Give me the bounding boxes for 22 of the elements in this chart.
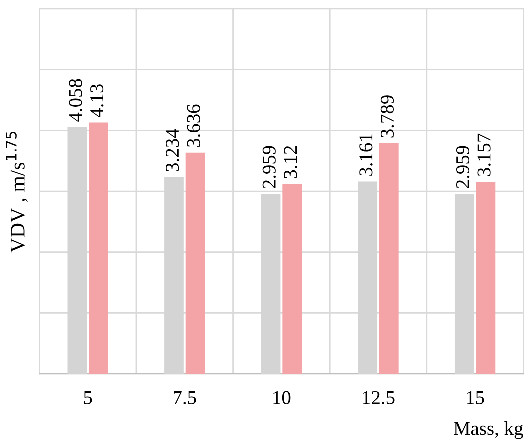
data-label: 3.234 [166,128,180,172]
x-tick-label: 15 [467,391,484,404]
x-axis-title: Mass, kg [454,422,524,440]
x-tick-label: 12.5 [363,391,395,405]
x-tick-label: 10 [274,391,291,404]
data-label: 4.058 [69,79,82,122]
y-axis-title: VDV , m/s$^{1.75}$ [6,132,28,253]
bar [186,152,206,374]
data-label: 3.789 [380,96,394,138]
data-label: 3.157 [478,134,491,176]
data-label: 3.161 [360,134,373,176]
x-tick-label: 5 [84,392,92,404]
data-label: 3.636 [187,104,200,148]
bar [379,144,399,374]
bar [282,184,302,374]
data-label: 3.12 [284,146,298,178]
data-label: 4.13 [90,84,104,118]
x-tick-label: 7.5 [174,392,196,405]
bar [476,182,496,374]
bar [89,122,108,374]
data-label: 2.959 [456,146,470,188]
data-label: 2.959 [262,146,276,188]
